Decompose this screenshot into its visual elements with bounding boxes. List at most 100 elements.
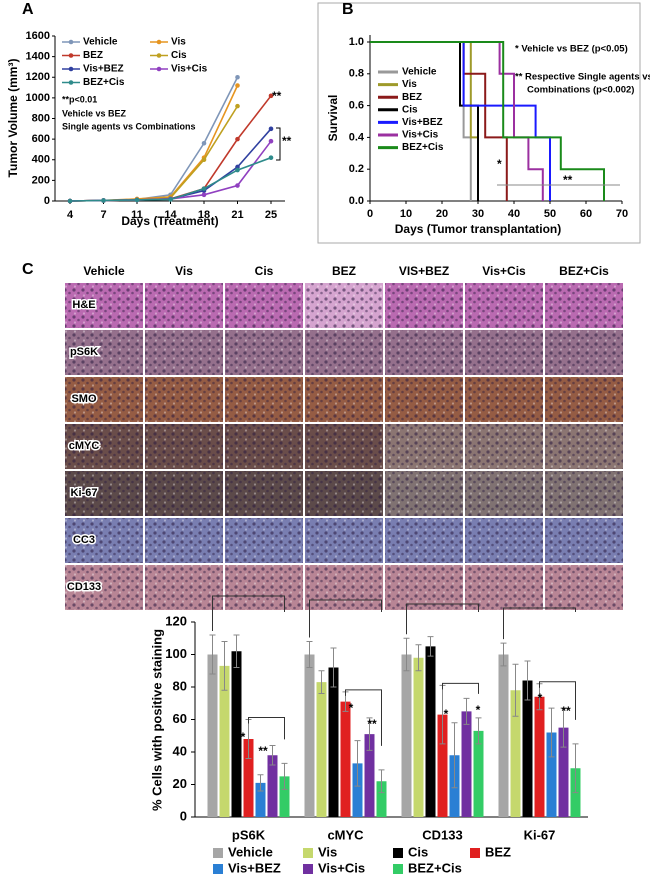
bar	[243, 739, 254, 817]
legend-label: Vis+BEZ	[402, 117, 443, 128]
legend-label: Vis+Cis	[402, 130, 439, 141]
legend-label: Vis	[171, 37, 186, 48]
histology-texture	[145, 377, 223, 422]
legend-swatch	[156, 53, 162, 58]
series-line	[69, 140, 272, 202]
x-tick-label: 25	[265, 209, 277, 221]
x-tick-label: 50	[544, 208, 556, 220]
x-tick-label: 18	[198, 209, 210, 221]
histology-texture	[65, 330, 143, 375]
legend-label: BEZ+Cis	[408, 860, 462, 875]
histology-texture	[305, 471, 383, 516]
bar	[328, 667, 339, 817]
annotation: *	[444, 707, 449, 721]
x-tick-label: 30	[472, 208, 484, 220]
error-bar	[330, 647, 337, 688]
y-tick-label: 200	[32, 174, 50, 186]
annotation: **	[561, 704, 571, 718]
histology-texture	[465, 471, 543, 516]
y-axis-title: Tumor Volume (mm³)	[6, 59, 20, 178]
histology-texture	[465, 283, 543, 328]
legend-label: Vis+Cis	[171, 64, 208, 75]
y-tick-label: 40	[173, 743, 187, 758]
x-axis-title: Days (Treatment)	[121, 214, 218, 228]
x-tick-label: 70	[616, 208, 628, 220]
series-line	[69, 128, 272, 202]
x-tick-label: cMYC	[327, 827, 364, 842]
legend-label: BEZ+Cis	[402, 142, 444, 153]
bar	[522, 680, 533, 817]
bar	[267, 755, 278, 817]
bracket	[345, 689, 382, 746]
row-label: pS6K	[70, 346, 98, 358]
legend-swatch	[393, 848, 403, 858]
histology-texture	[305, 424, 383, 469]
bar	[473, 730, 484, 817]
data-point	[235, 136, 240, 142]
y-tick-label: 0	[180, 808, 187, 823]
error-bar	[318, 670, 325, 694]
bracket	[442, 682, 479, 694]
histology-texture	[65, 518, 143, 563]
histology-texture	[305, 330, 383, 375]
bar	[534, 696, 545, 817]
annotation: *	[349, 701, 354, 715]
bar	[401, 654, 412, 817]
data-point	[268, 126, 274, 132]
error-bar	[524, 660, 531, 701]
data-point	[67, 198, 73, 204]
legend-swatch	[303, 864, 313, 874]
legend-label: Vehicle	[402, 67, 437, 78]
bracket	[406, 603, 479, 635]
legend-label: Vis+BEZ	[83, 64, 124, 75]
histology-texture	[545, 283, 623, 328]
histology-texture	[225, 565, 303, 610]
data-point	[168, 197, 173, 202]
data-point	[235, 167, 240, 173]
legend-swatch	[68, 53, 74, 58]
bar	[255, 782, 266, 817]
bar	[304, 654, 315, 817]
y-tick-label: 0.6	[349, 100, 364, 112]
error-bar	[378, 769, 385, 794]
x-tick-label: 60	[580, 208, 592, 220]
error-bar	[415, 644, 422, 672]
error-bar	[512, 663, 519, 717]
annotation: * Vehicle vs BEZ (p<0.05)	[515, 44, 628, 55]
data-point	[235, 103, 240, 109]
error-bar	[257, 774, 264, 792]
y-tick-label: 0.2	[349, 163, 364, 175]
annotation: **p<0.01	[62, 94, 97, 104]
y-tick-label: 0.8	[349, 68, 364, 80]
histology-texture	[225, 283, 303, 328]
y-tick-label: 0.4	[349, 131, 365, 143]
y-tick-label: 0	[44, 195, 50, 207]
data-point	[201, 186, 207, 191]
histology-texture	[545, 471, 623, 516]
legend-label: BEZ	[83, 50, 103, 61]
data-point	[101, 198, 106, 203]
histology-texture	[385, 283, 463, 328]
bar	[340, 701, 351, 817]
histology-texture	[385, 424, 463, 469]
annotation: **	[563, 173, 573, 187]
y-tick-label: 100	[165, 646, 187, 661]
row-label: cMYC	[69, 440, 100, 452]
annotation: *	[497, 157, 502, 171]
row-label: CC3	[73, 534, 95, 546]
y-tick-label: 600	[32, 133, 50, 145]
y-tick-label: 400	[32, 154, 50, 166]
x-tick-label: 0	[367, 208, 373, 220]
legend-swatch	[68, 80, 74, 85]
histology-texture	[65, 424, 143, 469]
bar	[413, 657, 424, 817]
legend-label: Vis+BEZ	[228, 860, 281, 875]
error-bar	[403, 637, 410, 672]
panel-label: C	[22, 261, 34, 278]
error-bar	[451, 722, 458, 789]
legend-swatch	[213, 848, 223, 858]
data-point	[201, 192, 207, 198]
data-point	[268, 93, 274, 99]
histology-texture	[465, 424, 543, 469]
